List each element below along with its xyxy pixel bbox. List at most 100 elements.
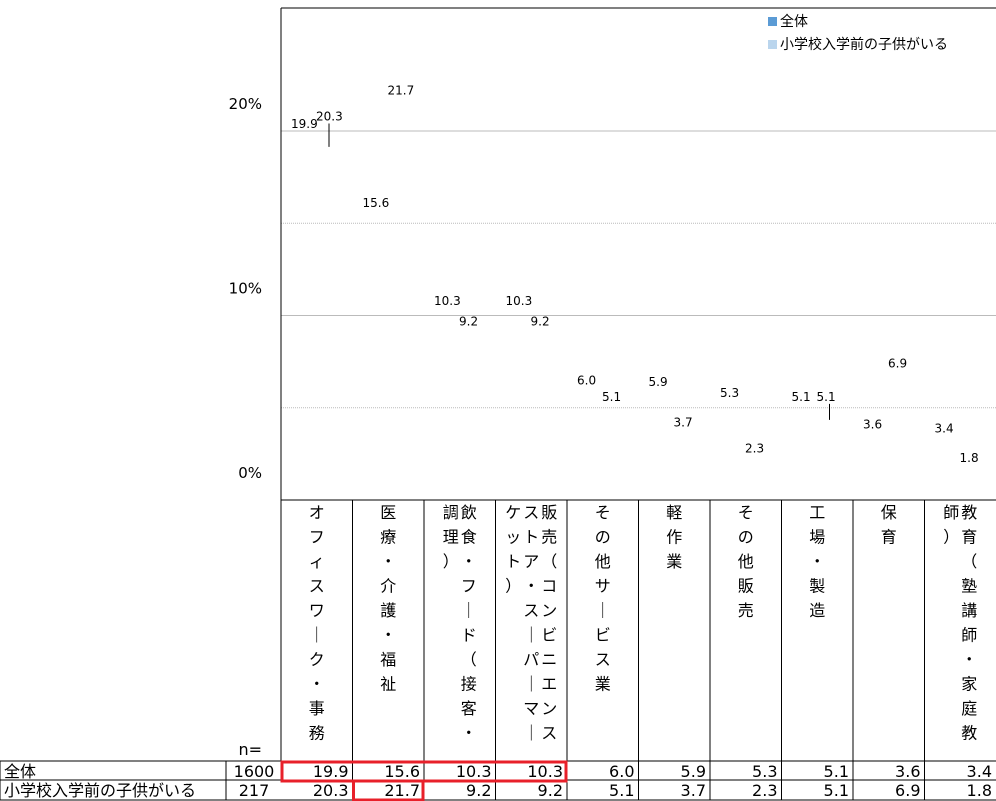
category-label-3-char-15: ｜: [523, 626, 539, 645]
table-row-name-1: 小学校入学前の子供がいる: [4, 781, 196, 800]
category-label-3-char-9: ス: [541, 724, 557, 743]
category-label-9-char-11: ）: [943, 528, 959, 547]
category-label-3-char-19: ｜: [523, 724, 539, 743]
category-label-0-char-8: 事: [309, 699, 325, 718]
category-label-4-char-2: 他: [595, 552, 611, 571]
value-label-child-7: 5.1: [817, 390, 836, 404]
category-label-0-char-4: ワ: [309, 601, 325, 620]
category-label-2-char-11: 理: [443, 528, 459, 547]
y-tick-label-1: 10%: [229, 280, 262, 298]
category-label-3-char-21: ッ: [505, 528, 521, 547]
category-label-5-char-0: 軽: [666, 503, 682, 522]
value-label-all-1: 15.6: [363, 196, 390, 210]
legend-swatch-child: [768, 40, 777, 49]
category-label-0-char-3: ス: [309, 577, 325, 596]
category-label-6-char-3: 販: [738, 577, 754, 596]
category-label-8-char-1: 育: [881, 528, 897, 547]
category-label-0-char-6: ク: [309, 650, 325, 669]
category-label-6-char-2: 他: [738, 552, 754, 571]
value-label-child-8: 6.9: [888, 357, 907, 371]
category-label-2-char-6: （: [461, 650, 477, 669]
category-label-3-char-6: ニ: [541, 650, 557, 669]
category-label-9-char-0: 教: [961, 503, 977, 522]
table-n-1: 217: [239, 781, 270, 800]
category-label-7-char-4: 造: [809, 601, 825, 620]
y-tick-label-2: 20%: [229, 95, 262, 113]
value-label-all-2: 10.3: [434, 294, 461, 308]
category-label-6-char-1: の: [738, 528, 754, 547]
value-label-all-7: 5.1: [792, 390, 811, 404]
category-label-9-char-5: 師: [961, 626, 977, 645]
category-label-4-char-0: そ: [595, 503, 611, 522]
category-label-0-char-1: フ: [309, 528, 325, 547]
category-label-2-char-0: 飲: [461, 503, 477, 522]
category-label-3-char-7: エ: [541, 675, 557, 694]
table-cell-1-7: 5.1: [824, 781, 849, 800]
category-label-1-char-4: 護: [380, 601, 396, 620]
table-cell-1-3: 9.2: [538, 781, 563, 800]
category-label-9-char-6: ・: [961, 650, 977, 669]
category-label-3-char-14: ス: [523, 601, 539, 620]
category-label-3-char-12: ア: [523, 552, 539, 571]
category-label-0-char-0: オ: [309, 503, 325, 522]
category-label-3-char-8: ン: [541, 699, 557, 718]
table-cell-0-9: 3.4: [967, 762, 992, 781]
value-label-child-5: 3.7: [674, 416, 693, 430]
table-cell-0-8: 3.6: [895, 762, 920, 781]
n-label: n=: [238, 740, 262, 759]
category-label-2-char-10: 調: [443, 503, 459, 522]
table-cell-0-4: 6.0: [609, 762, 634, 781]
category-label-9-char-9: 教: [961, 724, 977, 743]
category-label-9-char-4: 講: [961, 601, 977, 620]
category-label-5-char-2: 業: [666, 552, 682, 571]
value-label-all-8: 3.6: [863, 418, 882, 432]
category-label-0-char-7: ・: [309, 675, 325, 694]
category-label-3-char-16: パ: [523, 650, 539, 669]
table-cell-1-9: 1.8: [967, 781, 992, 800]
category-label-7-char-1: 場: [809, 528, 825, 547]
category-label-6-char-4: 売: [738, 601, 754, 620]
category-label-3-char-13: ・: [523, 577, 539, 596]
category-label-4-char-3: サ: [595, 577, 611, 596]
category-label-5-char-1: 作: [666, 528, 682, 547]
value-label-child-9: 1.8: [960, 451, 979, 465]
category-label-8-char-0: 保: [881, 503, 897, 522]
category-label-2-char-4: ｜: [461, 601, 477, 620]
category-label-4-char-1: の: [595, 528, 611, 547]
table-cell-1-6: 2.3: [752, 781, 777, 800]
category-label-9-char-3: 塾: [961, 577, 977, 596]
table-row-name-0: 全体: [4, 762, 36, 781]
category-label-3-char-22: ト: [505, 552, 521, 571]
value-label-child-2: 9.2: [459, 314, 478, 328]
category-label-1-char-6: 福: [380, 650, 396, 669]
category-label-2-char-5: ド: [461, 626, 477, 645]
category-label-4-char-7: 業: [595, 675, 611, 694]
category-label-7-char-2: ・: [809, 552, 825, 571]
legend-label-all: 全体: [780, 13, 808, 30]
table-cell-0-0: 19.9: [313, 762, 349, 781]
category-label-3-char-10: ス: [523, 503, 539, 522]
value-label-child-0: 20.3: [316, 109, 343, 123]
category-label-1-char-5: ・: [380, 626, 396, 645]
category-label-0-char-2: ィ: [309, 552, 325, 571]
category-label-3-char-17: ｜: [523, 675, 539, 694]
value-label-all-3: 10.3: [506, 294, 533, 308]
category-label-2-char-1: 食: [461, 528, 477, 547]
table-cell-1-0: 20.3: [313, 781, 349, 800]
category-label-9-char-1: 育: [961, 528, 977, 547]
value-label-all-9: 3.4: [935, 421, 954, 435]
table-n-0: 1600: [234, 762, 275, 781]
table-cell-1-4: 5.1: [609, 781, 634, 800]
category-label-3-char-20: ケ: [505, 503, 521, 522]
category-label-0-char-9: 務: [309, 724, 325, 743]
category-label-3-char-2: （: [541, 552, 557, 571]
category-label-3-char-18: マ: [523, 699, 539, 718]
category-label-2-char-8: 客: [461, 699, 477, 718]
category-label-9-char-8: 庭: [961, 699, 977, 718]
category-label-3-char-4: ン: [541, 601, 557, 620]
category-label-9-char-10: 師: [943, 503, 959, 522]
value-label-all-0: 19.9: [291, 117, 318, 131]
table-cell-1-8: 6.9: [895, 781, 920, 800]
category-label-3-char-11: ト: [523, 528, 539, 547]
table-cell-1-2: 9.2: [466, 781, 491, 800]
